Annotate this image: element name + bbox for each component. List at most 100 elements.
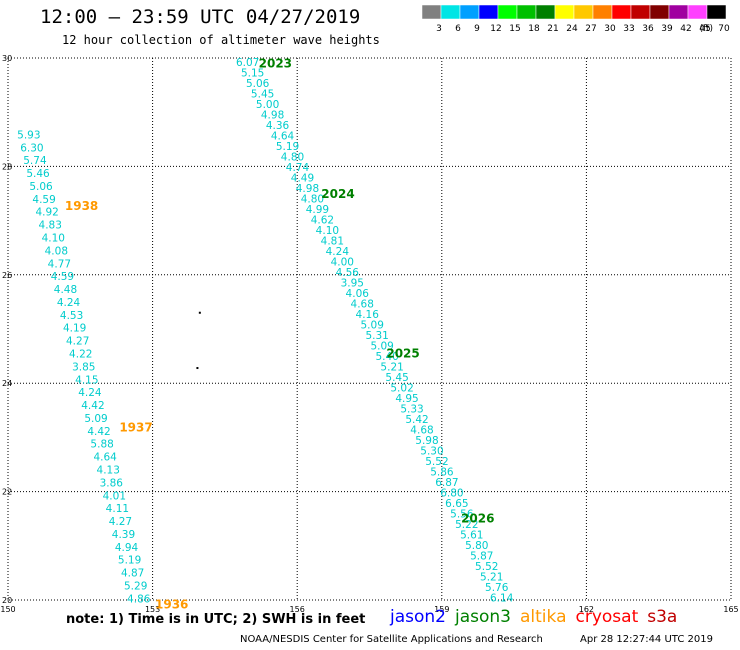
wave-height-value: 4.36 xyxy=(266,120,290,132)
longitude-tick-label: 165 xyxy=(723,605,738,614)
wave-height-value: 4.13 xyxy=(97,464,120,476)
wave-height-value: 5.30 xyxy=(420,445,443,457)
wave-height-value: 6.07 xyxy=(236,57,259,69)
pass-time-label: 2025 xyxy=(386,346,419,360)
wave-height-value: 5.45 xyxy=(251,88,274,100)
map-frame xyxy=(7,57,732,601)
wave-height-value: 6.30 xyxy=(20,142,43,154)
wave-height-value: 4.42 xyxy=(81,400,104,412)
wave-height-value: 5.06 xyxy=(29,181,53,193)
colorbar-tick-label: 24 xyxy=(566,24,578,34)
colorbar-tick-label: 6 xyxy=(455,24,461,34)
wave-height-value: 4.64 xyxy=(271,130,295,142)
longitude-tick-label: 156 xyxy=(290,605,305,614)
colorbar-tick-label: 21 xyxy=(547,24,558,34)
wave-height-value: 5.98 xyxy=(415,435,438,447)
colorbar-swatch-70 xyxy=(706,5,727,20)
wave-height-value: 5.87 xyxy=(470,550,493,562)
page-title: 12:00 – 23:59 UTC 04/27/2019 xyxy=(40,6,361,28)
wave-height-value: 5.19 xyxy=(118,555,141,567)
wave-height-value: 4.10 xyxy=(42,233,65,245)
wave-height-value: 4.98 xyxy=(296,183,319,195)
wave-height-value: 4.42 xyxy=(87,426,110,438)
generated-timestamp: Apr 28 12:27:44 UTC 2019 xyxy=(580,634,713,645)
footnote: note: 1) Time is in UTC; 2) SWH is in fe… xyxy=(66,612,366,627)
latitude-tick-label: 28 xyxy=(2,162,12,171)
pass-time-label: 2024 xyxy=(321,187,354,201)
page-subtitle: 12 hour collection of altimeter wave hei… xyxy=(62,33,380,47)
colorbar-tick-label: 45 xyxy=(699,24,710,34)
wave-height-value: 5.09 xyxy=(361,319,384,331)
satellite-legend: jason2 jason3 altika cryosat s3a xyxy=(390,607,686,627)
wave-height-value: 4.39 xyxy=(112,529,135,541)
wave-height-value: 4.95 xyxy=(395,393,418,405)
colorbar-tick-label: 70 xyxy=(718,24,730,34)
wave-height-value: 5.22 xyxy=(455,519,478,531)
wave-height-value: 5.45 xyxy=(385,372,408,384)
wave-height-value: 4.01 xyxy=(103,490,126,502)
colorbar-tick-label: 30 xyxy=(604,24,616,34)
wave-height-value: 4.77 xyxy=(48,258,71,270)
wave-height-value: 5.31 xyxy=(365,330,388,342)
colorbar-tick-label: 36 xyxy=(642,24,654,34)
wave-height-value: 4.24 xyxy=(78,387,102,399)
colorbar-unit: (ft) xyxy=(699,24,713,34)
colorbar-tick-label: 18 xyxy=(528,24,540,34)
wave-height-value: 4.19 xyxy=(63,323,86,335)
wave-height-value: 5.02 xyxy=(390,382,413,394)
latitude-tick-label: 30 xyxy=(2,54,12,63)
graticule xyxy=(8,58,731,600)
colorbar-tick-label: 15 xyxy=(509,24,520,34)
island-marker xyxy=(198,311,201,314)
wave-height-value: 4.15 xyxy=(75,374,98,386)
colorbar-tick-label: 27 xyxy=(585,24,596,34)
colorbar-tick-label: 39 xyxy=(661,24,673,34)
legend-altika: altika xyxy=(520,607,567,627)
wave-height-value: 4.11 xyxy=(106,503,129,515)
legend-cryosat: cryosat xyxy=(575,607,639,627)
wave-height-value: 4.22 xyxy=(69,349,92,361)
wave-height-value: 5.74 xyxy=(23,155,47,167)
wave-height-value: 4.53 xyxy=(60,310,83,322)
colorbar-tick-label: 12 xyxy=(490,24,501,34)
wave-height-value: 5.15 xyxy=(241,67,264,79)
legend-jason3: jason3 xyxy=(455,607,511,627)
wave-height-value: 5.33 xyxy=(400,403,423,415)
wave-height-value: 5.06 xyxy=(246,78,270,90)
longitude-tick-label: 162 xyxy=(579,605,594,614)
wave-height-value: 5.09 xyxy=(370,340,393,352)
wave-height-value: 5.21 xyxy=(480,571,503,583)
wave-height-value: 6.14 xyxy=(490,592,514,604)
wave-height-value: 4.59 xyxy=(32,194,55,206)
wave-height-value: 5.76 xyxy=(485,582,509,594)
island-marker xyxy=(196,367,199,370)
wave-height-value: 5.40 xyxy=(375,351,398,363)
wave-height-value: 4.98 xyxy=(261,109,284,121)
wave-height-value: 5.21 xyxy=(380,361,403,373)
wave-height-value: 4.92 xyxy=(35,207,58,219)
altimeter-track-2: 6.075.155.065.455.004.984.364.645.194.80… xyxy=(236,57,514,604)
wave-height-value: 3.86 xyxy=(100,477,124,489)
wave-height-value: 4.62 xyxy=(311,214,334,226)
pass-time-label: 1936 xyxy=(155,597,188,611)
legend-s3a: s3a xyxy=(647,607,678,627)
wave-height-value: 5.00 xyxy=(256,99,279,111)
wave-height-value: 5.86 xyxy=(430,466,454,478)
pass-time-label: 2026 xyxy=(461,512,494,526)
wave-height-value: 4.81 xyxy=(321,235,344,247)
wave-height-value: 5.52 xyxy=(475,561,498,573)
wave-height-value: 4.59 xyxy=(51,271,74,283)
wave-height-value: 4.56 xyxy=(336,267,360,279)
longitude-tick-label: 150 xyxy=(0,605,15,614)
wave-height-value: 5.93 xyxy=(17,129,40,141)
wave-height-value: 4.99 xyxy=(306,204,329,216)
wave-height-value: 5.52 xyxy=(425,456,448,468)
wave-height-value: 5.09 xyxy=(84,413,107,425)
pass-time-label: 1938 xyxy=(65,199,98,213)
colorbar-tick-label: 33 xyxy=(623,24,634,34)
colorbar-tick-label: 42 xyxy=(680,24,691,34)
wave-height-value: 5.88 xyxy=(90,439,113,451)
colorbar: 3 6 9 12 15 18 21 24 27 30 33 36 39 42 45 70(ft) xyxy=(422,5,730,34)
wave-height-value: 5.19 xyxy=(276,141,299,153)
latitude-tick-label: 22 xyxy=(2,488,12,497)
